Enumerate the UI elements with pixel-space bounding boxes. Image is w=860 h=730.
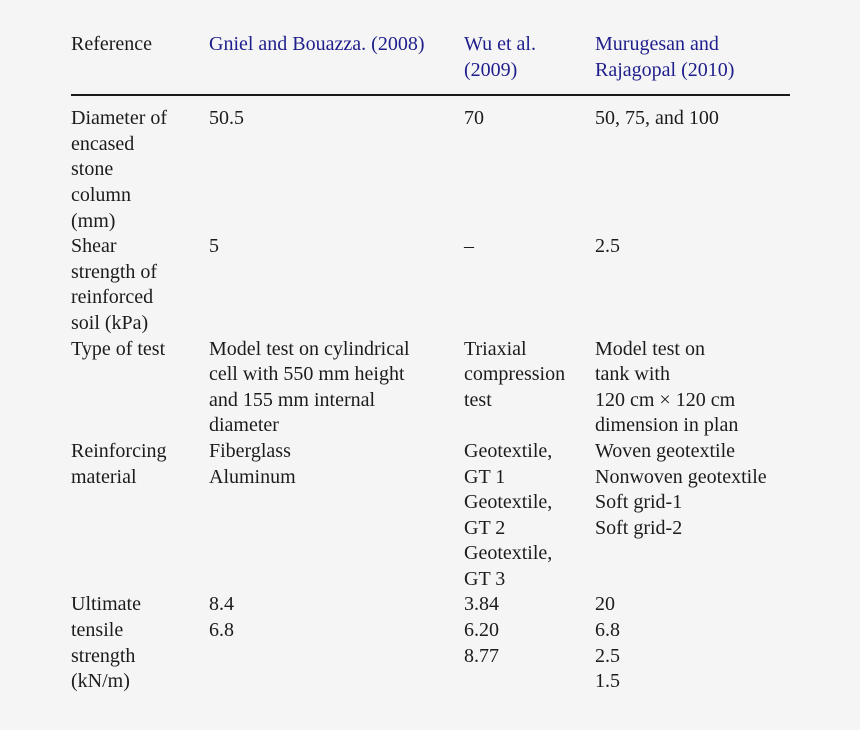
cell-line: Ultimate: [71, 593, 141, 616]
cell-line: 50.5: [209, 107, 244, 130]
cell-line: Murugesan and: [595, 33, 719, 55]
cell-line: tensile: [71, 619, 124, 642]
cell-line: GT 1: [464, 465, 506, 488]
row-3-label-cell: Reinforcing material: [71, 439, 209, 593]
cell-line: 20: [595, 593, 615, 616]
cell-line: 2.5: [595, 644, 620, 667]
cell-line: Model test on: [595, 337, 705, 360]
cell-line: 6.20: [464, 619, 499, 642]
cell-line: 5: [209, 235, 219, 258]
cell-line: Soft grid-2: [595, 516, 683, 539]
header-reference-2-cell[interactable]: Murugesan and Rajagopal (2010): [595, 32, 790, 97]
cell-line: Reinforcing: [71, 439, 167, 462]
cell-line: Rajagopal (2010): [595, 58, 735, 81]
cell-line: reinforced: [71, 286, 154, 309]
cell-line: 6.8: [209, 619, 234, 642]
cell-line: diameter: [209, 414, 279, 437]
cell-line: –: [464, 235, 474, 258]
row-0-col-1-cell: 70: [464, 96, 595, 234]
row-2-col-1-cell: Triaxial compression test: [464, 337, 595, 439]
cell-line: encased: [71, 132, 135, 155]
cell-line: column: [71, 183, 131, 206]
row-1-col-2-cell: 2.5: [595, 234, 790, 336]
cell-line: 120 cm × 120 cm: [595, 388, 736, 411]
cell-line: Wu et al.: [464, 33, 536, 55]
cell-line: Model test on cylindrical: [209, 337, 410, 360]
row-2-col-0-cell: Model test on cylindrical cell with 550 m…: [209, 337, 464, 439]
cell-line: Geotextile,: [464, 491, 553, 514]
cell-line: Type of test: [71, 337, 166, 360]
row-4-col-1-cell: 3.84 6.20 8.77: [464, 592, 595, 694]
cell-line: GT 3: [464, 567, 506, 590]
cell-line: 6.8: [595, 619, 620, 642]
row-3-col-0-cell: Fiberglass Aluminum: [209, 439, 464, 593]
row-0-col-0-cell: 50.5: [209, 96, 464, 234]
cell-line: cell with 550 mm height: [209, 363, 405, 386]
header-label-cell: Reference: [71, 32, 209, 97]
cell-line: 70: [464, 107, 484, 130]
row-0-label-cell: Diameter of encased stone column (mm): [71, 96, 209, 234]
cell-line: Triaxial: [464, 337, 527, 360]
row-1-col-1-cell: –: [464, 234, 595, 336]
cell-line: Shear: [71, 235, 117, 258]
cell-line: 2.5: [595, 235, 620, 258]
comparison-table: Reference Gniel and Bouazza. (2008) Wu et …: [71, 32, 790, 695]
cell-line: Fiberglass: [209, 439, 291, 462]
cell-line: (kN/m): [71, 670, 130, 693]
cell-line: dimension in plan: [595, 414, 739, 437]
cell-line: 3.84: [464, 593, 499, 616]
cell-line: 8.4: [209, 593, 234, 616]
cell-line: and 155 mm internal: [209, 388, 376, 411]
cell-line: stone: [71, 158, 114, 181]
row-2-col-2-cell: Model test on tank with 120 cm × 120 cm dim…: [595, 337, 790, 439]
row-0-col-2-cell: 50, 75, and 100: [595, 96, 790, 234]
cell-line: 50, 75, and 100: [595, 107, 719, 130]
cell-line: Geotextile,: [464, 439, 553, 462]
cell-line: Reference: [71, 33, 153, 55]
cell-line: Aluminum: [209, 465, 296, 488]
cell-line: soil (kPa): [71, 311, 149, 334]
row-4-col-0-cell: 8.4 6.8: [209, 592, 464, 694]
row-4-col-2-cell: 20 6.8 2.5 1.5: [595, 592, 790, 694]
cell-line: tank with: [595, 363, 670, 386]
cell-line: strength: [71, 644, 136, 667]
cell-line: GT 2: [464, 516, 506, 539]
cell-line: test: [464, 388, 492, 411]
cell-line: Diameter of: [71, 107, 168, 130]
cell-line: (2009): [464, 58, 518, 81]
cell-line: Gniel and Bouazza. (2008): [209, 33, 425, 55]
row-3-col-1-cell: Geotextile, GT 1 Geotextile, GT 2 Geotextile…: [464, 439, 595, 593]
cell-line: Nonwoven geotextile: [595, 465, 767, 488]
cell-line: compression: [464, 363, 566, 386]
cell-line: Soft grid-1: [595, 491, 683, 514]
row-1-label-cell: Shear strength of reinforced soil (kPa): [71, 234, 209, 336]
header-reference-0-cell[interactable]: Gniel and Bouazza. (2008): [209, 32, 464, 97]
cell-line: Woven geotextile: [595, 439, 736, 462]
cell-line: material: [71, 465, 137, 488]
header-reference-1-cell[interactable]: Wu et al. (2009): [464, 32, 595, 97]
row-3-col-2-cell: Woven geotextile Nonwoven geotextile Soft …: [595, 439, 790, 593]
row-2-label-cell: Type of test: [71, 337, 209, 439]
row-1-col-0-cell: 5: [209, 234, 464, 336]
cell-line: strength of: [71, 260, 158, 283]
cell-line: 8.77: [464, 644, 499, 667]
cell-line: (mm): [71, 209, 116, 232]
row-4-label-cell: Ultimate tensile strength (kN/m): [71, 592, 209, 694]
cell-line: Geotextile,: [464, 542, 553, 565]
cell-line: 1.5: [595, 670, 620, 693]
